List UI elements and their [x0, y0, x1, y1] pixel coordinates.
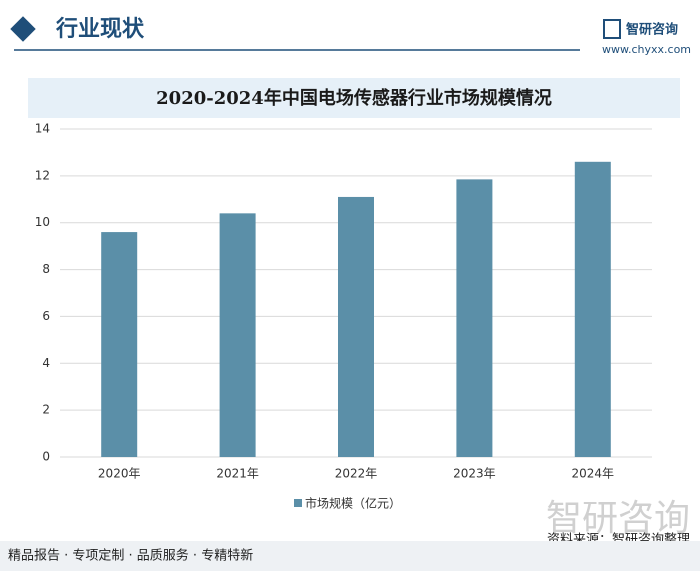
title-box [28, 78, 680, 118]
x-tick-label: 2023年 [453, 467, 496, 481]
y-tick-label: 12 [35, 168, 50, 182]
footer: 精品报告 · 专项定制 · 品质服务 · 专精特新 [8, 548, 253, 564]
brand: 智研咨询 [626, 22, 678, 38]
chart-title: 2020-2024年中国电场传感器行业市场规模情况 [156, 87, 552, 109]
legend-label: 市场规模（亿元） [305, 496, 401, 511]
y-tick-label: 2 [42, 403, 50, 417]
x-tick-label: 2020年 [98, 467, 141, 481]
legend-swatch [294, 499, 302, 507]
site: www.chyxx.com [602, 43, 691, 56]
header-icon [10, 16, 36, 42]
y-tick-label: 0 [42, 450, 50, 464]
y-tick-label: 4 [42, 356, 50, 370]
bar [456, 179, 493, 457]
bar [338, 196, 374, 457]
x-tick-label: 2022年 [335, 467, 378, 481]
y-tick-label: 10 [35, 215, 50, 229]
x-tick-label: 2021年 [216, 467, 259, 481]
watermark: 智研咨询 [546, 498, 690, 539]
y-tick-label: 14 [35, 122, 50, 136]
footer-bar [0, 541, 700, 571]
y-tick-label: 8 [42, 262, 50, 276]
x-tick-label: 2024年 [572, 467, 615, 481]
bar [219, 213, 256, 457]
bar [574, 161, 611, 458]
logo-icon [603, 19, 621, 39]
y-tick-label: 6 [42, 309, 50, 323]
bar [101, 232, 138, 457]
section-title: 行业现状 [55, 16, 145, 42]
